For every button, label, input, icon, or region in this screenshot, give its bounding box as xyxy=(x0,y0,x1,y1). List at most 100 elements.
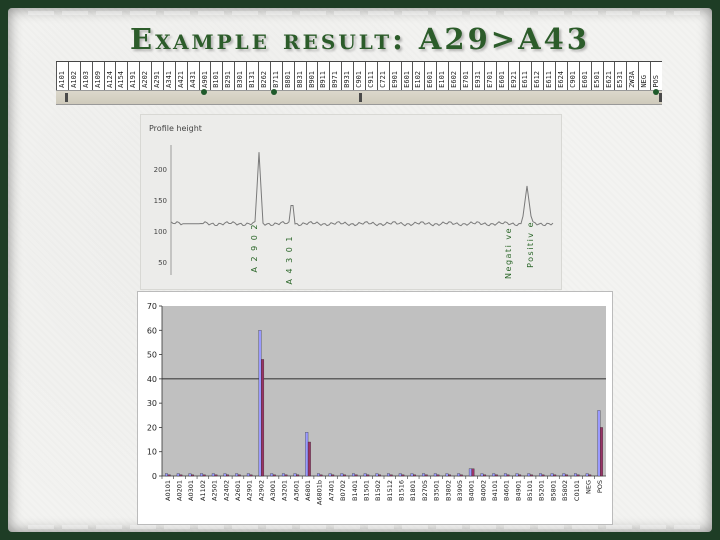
strip-cell: B101 xyxy=(210,62,223,90)
strip-cell: B911 xyxy=(317,62,330,90)
profile-ytick: 200 xyxy=(153,166,167,174)
bar xyxy=(515,473,519,477)
strip-cell: E621 xyxy=(602,62,615,90)
x-tick-label: B5101 xyxy=(526,480,534,501)
x-tick-label: B3802 xyxy=(444,480,452,501)
profile-title: Profile height xyxy=(149,124,202,133)
x-tick-label: B0702 xyxy=(339,480,347,501)
bar xyxy=(424,474,428,477)
bar xyxy=(270,473,274,477)
slide-title: Example result: A29>A43 xyxy=(130,22,590,56)
bar xyxy=(576,474,580,477)
strip-cell-label: B101 xyxy=(212,71,221,88)
x-tick-label: B2705 xyxy=(421,480,429,501)
strip-cell: A109 xyxy=(91,62,104,90)
strip-cell: B801 xyxy=(281,62,294,90)
x-tick-label: B1501 xyxy=(363,480,371,501)
strip-arrow-marker xyxy=(652,89,659,95)
bar xyxy=(179,474,183,477)
bar xyxy=(200,473,204,477)
bar xyxy=(319,474,323,477)
bar xyxy=(191,474,194,477)
bar xyxy=(211,473,215,477)
profile-plot: Profile height 200 150 100 50 A 2 9 0 2 … xyxy=(140,114,562,290)
bar xyxy=(281,473,285,477)
bar xyxy=(261,359,265,477)
x-tick-label: A0301 xyxy=(187,480,195,501)
strip-cell: B711 xyxy=(269,62,282,90)
bar xyxy=(539,473,542,477)
strip-cell: E901 xyxy=(388,62,401,90)
strip-cell: A202 xyxy=(139,62,152,90)
strip-cell-label: B131 xyxy=(248,71,257,88)
strip-marker xyxy=(65,93,69,102)
x-tick-label: A0101 xyxy=(164,480,172,501)
strip-cell: A421 xyxy=(174,62,187,90)
bar xyxy=(352,473,355,477)
strip-cell-label: E612 xyxy=(533,71,542,88)
strip-arrow-marker xyxy=(271,89,278,95)
strip-cell-label: A101 xyxy=(58,71,66,88)
strip-cell: NEG xyxy=(638,62,651,90)
strip-cell-label: B291 xyxy=(224,71,233,88)
strip-cell: POS xyxy=(650,62,662,90)
strip-cell-label: B301 xyxy=(236,71,245,88)
y-tick-label: 20 xyxy=(147,423,157,432)
strip-cell-label: A154 xyxy=(117,71,126,88)
bar xyxy=(340,473,344,477)
peak-label-a2902: A 2 9 0 2 xyxy=(250,223,259,273)
strip-cell: B131 xyxy=(246,62,258,90)
strip-cell: A103 xyxy=(79,62,92,90)
bar xyxy=(564,474,568,477)
bar xyxy=(588,474,592,477)
x-tick-label: B5802 xyxy=(561,480,569,501)
y-tick-label: 30 xyxy=(147,399,157,408)
strip-cell-label: C901 xyxy=(355,71,364,88)
bar xyxy=(176,473,180,477)
bar xyxy=(258,330,262,477)
x-tick-label: A6801b xyxy=(316,480,324,505)
strip-cell: E531 xyxy=(614,62,627,90)
strip-arrow-marker xyxy=(201,89,208,95)
y-tick-label: 0 xyxy=(152,472,157,481)
strip-cell-label: E601 xyxy=(497,71,506,88)
strip-cell-label: POS xyxy=(652,75,661,88)
strip-cell-label: E701 xyxy=(485,71,494,88)
strip-cell: C901 xyxy=(353,62,365,90)
bar xyxy=(471,468,475,477)
x-tick-label: B1801 xyxy=(409,480,417,501)
strip-cell: A191 xyxy=(127,62,140,90)
x-tick-label: POS xyxy=(596,480,604,493)
strip-cell: E701 xyxy=(460,62,472,90)
x-tick-label: B4601 xyxy=(503,480,511,501)
bar xyxy=(296,474,300,477)
bar xyxy=(459,474,463,477)
bar xyxy=(378,474,381,477)
strip-cell: E611 xyxy=(519,62,532,90)
profile-trace xyxy=(170,145,554,275)
bar xyxy=(480,473,484,477)
plot-area xyxy=(162,306,606,476)
bar xyxy=(562,473,566,477)
strip-cell-label: E624 xyxy=(557,71,566,88)
strip-cell-label: C721 xyxy=(378,71,387,88)
bar xyxy=(401,474,405,477)
strip-cell: E602 xyxy=(448,62,460,90)
x-tick-label: B1502 xyxy=(374,480,382,501)
bar xyxy=(305,432,309,477)
strip-cell-label: E601 xyxy=(402,71,411,88)
strip-cell: B901 xyxy=(305,62,318,90)
bar xyxy=(387,473,390,477)
strip-cell-label: E501 xyxy=(592,71,601,88)
bar xyxy=(366,474,370,477)
strip-cell: C901 xyxy=(566,62,579,90)
profile-ytick: 150 xyxy=(153,197,167,205)
strip-cell-label: E601 xyxy=(580,71,589,88)
bar xyxy=(223,473,227,477)
strip-cell: E601 xyxy=(495,62,508,90)
strip-cell: E601 xyxy=(578,62,591,90)
strip-cell-label: E531 xyxy=(616,71,625,88)
strip-cell: E601 xyxy=(400,62,413,90)
strip-cell-label: A431 xyxy=(188,71,197,88)
peak-label-negative: Negati ve xyxy=(504,227,513,279)
